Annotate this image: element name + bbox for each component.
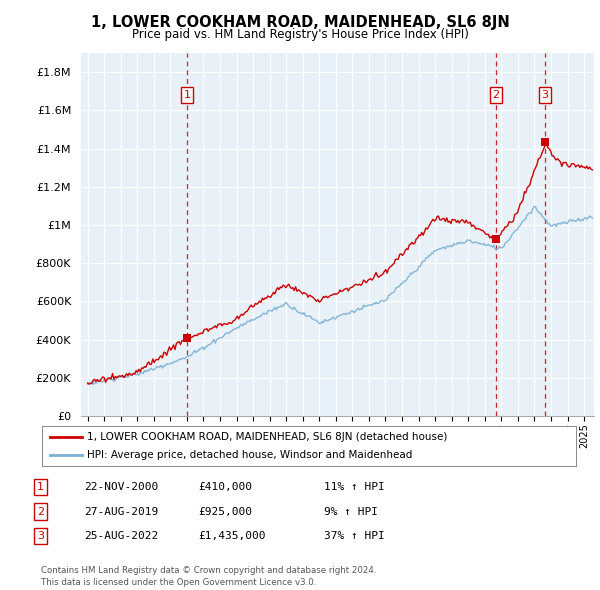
Text: 11% ↑ HPI: 11% ↑ HPI [324, 482, 385, 491]
Text: £410,000: £410,000 [198, 482, 252, 491]
Text: 27-AUG-2019: 27-AUG-2019 [84, 507, 158, 516]
Text: £1,435,000: £1,435,000 [198, 532, 265, 541]
Text: 9% ↑ HPI: 9% ↑ HPI [324, 507, 378, 516]
Text: 25-AUG-2022: 25-AUG-2022 [84, 532, 158, 541]
Text: 1, LOWER COOKHAM ROAD, MAIDENHEAD, SL6 8JN: 1, LOWER COOKHAM ROAD, MAIDENHEAD, SL6 8… [91, 15, 509, 30]
Text: 2: 2 [37, 507, 44, 516]
Text: 1, LOWER COOKHAM ROAD, MAIDENHEAD, SL6 8JN (detached house): 1, LOWER COOKHAM ROAD, MAIDENHEAD, SL6 8… [88, 432, 448, 442]
Text: 22-NOV-2000: 22-NOV-2000 [84, 482, 158, 491]
Text: Price paid vs. HM Land Registry's House Price Index (HPI): Price paid vs. HM Land Registry's House … [131, 28, 469, 41]
Text: £925,000: £925,000 [198, 507, 252, 516]
Text: 37% ↑ HPI: 37% ↑ HPI [324, 532, 385, 541]
Text: Contains HM Land Registry data © Crown copyright and database right 2024.
This d: Contains HM Land Registry data © Crown c… [41, 566, 376, 587]
Text: 3: 3 [542, 90, 548, 100]
Text: 2: 2 [493, 90, 499, 100]
Text: 1: 1 [37, 482, 44, 491]
Text: 3: 3 [37, 532, 44, 541]
Text: HPI: Average price, detached house, Windsor and Maidenhead: HPI: Average price, detached house, Wind… [88, 450, 413, 460]
Text: 1: 1 [184, 90, 190, 100]
